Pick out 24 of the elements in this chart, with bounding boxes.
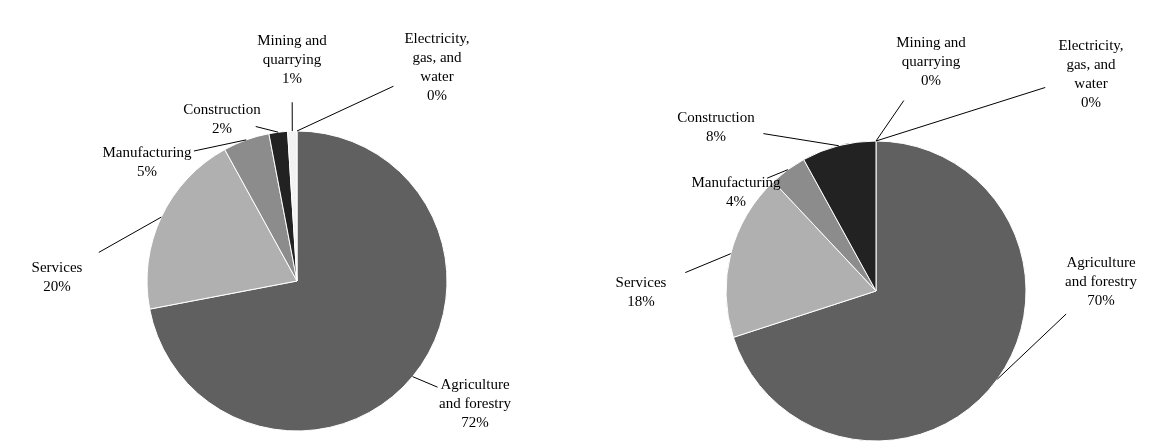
slice-label: Construction: [677, 108, 756, 125]
slice-label: Construction: [183, 100, 262, 117]
data-label: 70%: [1087, 292, 1115, 308]
text: 0%: [427, 86, 447, 103]
data-label: 1%: [282, 70, 302, 86]
slice-label: Manufacturing: [102, 143, 193, 160]
data-label: 72%: [461, 414, 489, 430]
data-label: 18%: [627, 292, 655, 309]
category-label: Mining and quarrying: [896, 34, 966, 69]
slice-label: Agriculture and forestry: [1064, 254, 1138, 289]
category-label: Electricity, gas, and water: [404, 29, 470, 84]
text: 0%: [921, 72, 941, 88]
category-label: Electricity, gas, and water: [1058, 36, 1124, 91]
data-label: 8%: [706, 127, 726, 144]
slice-label: Services: [615, 273, 667, 290]
data-label: 5%: [137, 162, 157, 179]
slice-label: Services: [31, 258, 83, 275]
slice-label: Manufacturing: [691, 173, 782, 190]
data-label: 4%: [726, 192, 746, 209]
text: 0%: [1081, 93, 1101, 110]
slice-label: Mining and quarrying: [257, 32, 328, 67]
data-label: 20%: [43, 277, 71, 294]
data-label: 2%: [212, 119, 232, 136]
slice-label: Agriculture and forestry: [438, 376, 512, 411]
